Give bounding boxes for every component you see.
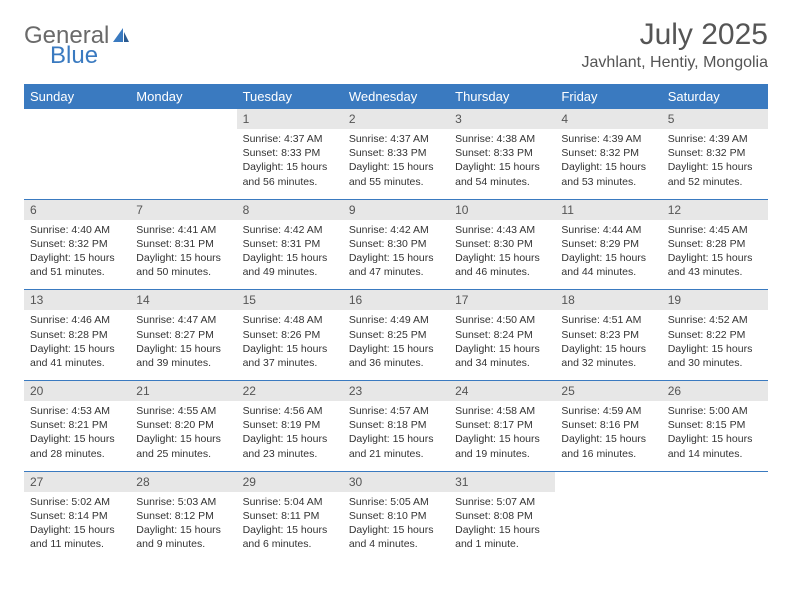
day-detail-cell: Sunrise: 4:57 AMSunset: 8:18 PMDaylight:… <box>343 401 449 471</box>
day-number-cell: 30 <box>343 472 449 492</box>
day-number-cell: 27 <box>24 472 130 492</box>
day-number-cell: 12 <box>662 200 768 220</box>
logo-text-blue: Blue <box>50 42 98 70</box>
day-number-cell: 6 <box>24 200 130 220</box>
day-detail-cell <box>662 492 768 562</box>
day-number-cell: 22 <box>237 381 343 401</box>
day-number-cell: 31 <box>449 472 555 492</box>
day-number-cell: 9 <box>343 200 449 220</box>
day-header: Saturday <box>662 84 768 109</box>
day-number-cell: 5 <box>662 109 768 129</box>
day-detail-cell: Sunrise: 4:39 AMSunset: 8:32 PMDaylight:… <box>662 129 768 199</box>
day-number-cell: 2 <box>343 109 449 129</box>
day-number-cell: 11 <box>555 200 661 220</box>
day-number-row: 20212223242526 <box>24 381 768 401</box>
day-number-row: 12345 <box>24 109 768 129</box>
day-detail-cell: Sunrise: 5:03 AMSunset: 8:12 PMDaylight:… <box>130 492 236 562</box>
day-number-cell: 17 <box>449 290 555 310</box>
logo-sail-icon <box>111 26 131 46</box>
day-detail-cell: Sunrise: 4:58 AMSunset: 8:17 PMDaylight:… <box>449 401 555 471</box>
day-header: Sunday <box>24 84 130 109</box>
day-number-cell: 26 <box>662 381 768 401</box>
day-detail-cell: Sunrise: 4:42 AMSunset: 8:31 PMDaylight:… <box>237 220 343 290</box>
day-detail-row: Sunrise: 4:46 AMSunset: 8:28 PMDaylight:… <box>24 310 768 380</box>
day-detail-cell: Sunrise: 4:37 AMSunset: 8:33 PMDaylight:… <box>237 129 343 199</box>
day-detail-cell: Sunrise: 5:07 AMSunset: 8:08 PMDaylight:… <box>449 492 555 562</box>
day-number-cell: 10 <box>449 200 555 220</box>
day-number-cell: 24 <box>449 381 555 401</box>
day-number-cell: 29 <box>237 472 343 492</box>
day-detail-cell <box>130 129 236 199</box>
day-detail-cell: Sunrise: 5:05 AMSunset: 8:10 PMDaylight:… <box>343 492 449 562</box>
day-detail-cell: Sunrise: 4:49 AMSunset: 8:25 PMDaylight:… <box>343 310 449 380</box>
day-number-cell <box>555 472 661 492</box>
day-header: Friday <box>555 84 661 109</box>
day-detail-cell: Sunrise: 4:59 AMSunset: 8:16 PMDaylight:… <box>555 401 661 471</box>
day-number-cell: 28 <box>130 472 236 492</box>
day-number-cell: 19 <box>662 290 768 310</box>
day-detail-cell <box>555 492 661 562</box>
day-number-cell <box>662 472 768 492</box>
day-number-row: 2728293031 <box>24 472 768 492</box>
day-detail-cell <box>24 129 130 199</box>
title-block: July 2025 Javhlant, Hentiy, Mongolia <box>582 18 768 72</box>
day-header: Wednesday <box>343 84 449 109</box>
day-number-cell: 18 <box>555 290 661 310</box>
day-header: Monday <box>130 84 236 109</box>
day-number-cell <box>24 109 130 129</box>
calendar-table: Sunday Monday Tuesday Wednesday Thursday… <box>24 84 768 561</box>
day-number-cell: 14 <box>130 290 236 310</box>
day-number-cell: 20 <box>24 381 130 401</box>
day-detail-cell: Sunrise: 4:55 AMSunset: 8:20 PMDaylight:… <box>130 401 236 471</box>
day-detail-cell: Sunrise: 4:43 AMSunset: 8:30 PMDaylight:… <box>449 220 555 290</box>
day-detail-cell: Sunrise: 4:48 AMSunset: 8:26 PMDaylight:… <box>237 310 343 380</box>
day-number-cell: 15 <box>237 290 343 310</box>
day-detail-cell: Sunrise: 4:50 AMSunset: 8:24 PMDaylight:… <box>449 310 555 380</box>
day-detail-cell: Sunrise: 4:44 AMSunset: 8:29 PMDaylight:… <box>555 220 661 290</box>
day-detail-cell: Sunrise: 4:42 AMSunset: 8:30 PMDaylight:… <box>343 220 449 290</box>
day-number-cell: 13 <box>24 290 130 310</box>
calendar-body: 12345Sunrise: 4:37 AMSunset: 8:33 PMDayl… <box>24 109 768 561</box>
day-detail-cell: Sunrise: 4:46 AMSunset: 8:28 PMDaylight:… <box>24 310 130 380</box>
day-detail-cell: Sunrise: 4:47 AMSunset: 8:27 PMDaylight:… <box>130 310 236 380</box>
day-header-row: Sunday Monday Tuesday Wednesday Thursday… <box>24 84 768 109</box>
day-detail-row: Sunrise: 4:37 AMSunset: 8:33 PMDaylight:… <box>24 129 768 199</box>
day-number-cell: 23 <box>343 381 449 401</box>
day-detail-cell: Sunrise: 4:51 AMSunset: 8:23 PMDaylight:… <box>555 310 661 380</box>
day-detail-cell: Sunrise: 4:52 AMSunset: 8:22 PMDaylight:… <box>662 310 768 380</box>
day-number-cell: 25 <box>555 381 661 401</box>
day-detail-cell: Sunrise: 4:41 AMSunset: 8:31 PMDaylight:… <box>130 220 236 290</box>
location: Javhlant, Hentiy, Mongolia <box>582 54 768 72</box>
day-detail-cell: Sunrise: 5:04 AMSunset: 8:11 PMDaylight:… <box>237 492 343 562</box>
day-number-cell: 16 <box>343 290 449 310</box>
day-detail-cell: Sunrise: 4:56 AMSunset: 8:19 PMDaylight:… <box>237 401 343 471</box>
day-number-cell: 8 <box>237 200 343 220</box>
day-number-row: 6789101112 <box>24 200 768 220</box>
day-number-cell: 4 <box>555 109 661 129</box>
day-detail-cell: Sunrise: 5:02 AMSunset: 8:14 PMDaylight:… <box>24 492 130 562</box>
day-header: Tuesday <box>237 84 343 109</box>
month-title: July 2025 <box>582 18 768 52</box>
day-number-cell <box>130 109 236 129</box>
day-detail-cell: Sunrise: 4:45 AMSunset: 8:28 PMDaylight:… <box>662 220 768 290</box>
day-number-row: 13141516171819 <box>24 290 768 310</box>
day-number-cell: 1 <box>237 109 343 129</box>
day-detail-cell: Sunrise: 4:53 AMSunset: 8:21 PMDaylight:… <box>24 401 130 471</box>
day-detail-cell: Sunrise: 4:38 AMSunset: 8:33 PMDaylight:… <box>449 129 555 199</box>
day-number-cell: 21 <box>130 381 236 401</box>
day-number-cell: 7 <box>130 200 236 220</box>
day-detail-cell: Sunrise: 4:39 AMSunset: 8:32 PMDaylight:… <box>555 129 661 199</box>
day-detail-cell: Sunrise: 5:00 AMSunset: 8:15 PMDaylight:… <box>662 401 768 471</box>
day-detail-cell: Sunrise: 4:37 AMSunset: 8:33 PMDaylight:… <box>343 129 449 199</box>
day-detail-row: Sunrise: 4:53 AMSunset: 8:21 PMDaylight:… <box>24 401 768 471</box>
day-detail-cell: Sunrise: 4:40 AMSunset: 8:32 PMDaylight:… <box>24 220 130 290</box>
day-detail-row: Sunrise: 5:02 AMSunset: 8:14 PMDaylight:… <box>24 492 768 562</box>
day-detail-row: Sunrise: 4:40 AMSunset: 8:32 PMDaylight:… <box>24 220 768 290</box>
day-header: Thursday <box>449 84 555 109</box>
day-number-cell: 3 <box>449 109 555 129</box>
